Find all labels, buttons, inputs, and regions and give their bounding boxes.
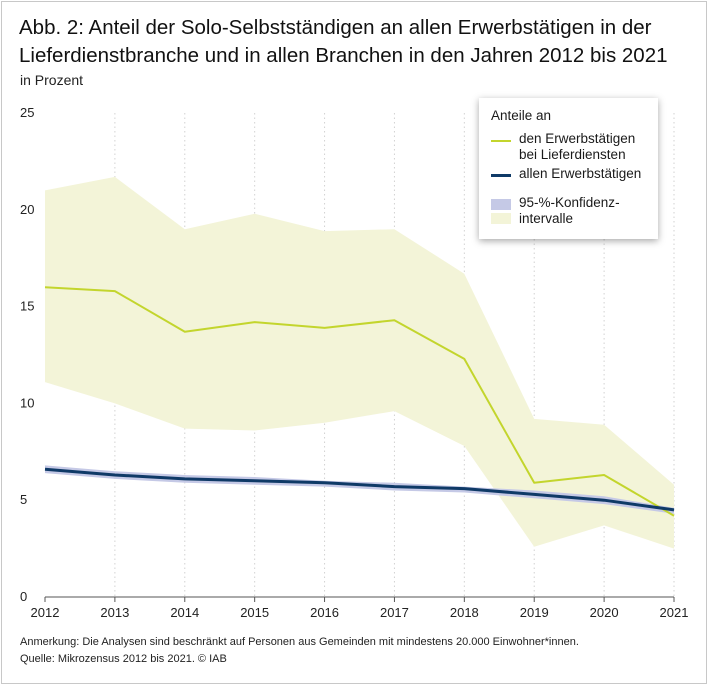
series-line-delivery [44,286,675,517]
x-tick-2012: 2012 [31,605,60,620]
legend-label-all: allen Erwerbstätigen [519,166,642,181]
x-tick-2014: 2014 [170,605,199,620]
legend-swatch-ci [491,199,511,224]
y-tick-25: 25 [20,105,34,120]
footnote: Anmerkung: Die Analysen sind beschränkt … [20,634,579,668]
series-line-all [44,467,675,512]
x-tick-2019: 2019 [520,605,549,620]
axes: 0 5 10 15 20 25 2012 2013 2014 2015 2016 2017 2018 20… [20,105,688,620]
footnote-source: Quelle: Mikrozensus 2012 bis 2021. © IAB [20,653,227,665]
legend-item-delivery: den Erwerbstätigen bei Lieferdiensten [491,131,654,163]
y-tick-0: 0 [20,589,27,604]
x-tick-2021: 2021 [660,605,689,620]
y-unit-label: in Prozent [20,72,84,88]
x-tick-2016: 2016 [310,605,339,620]
confidence-bands [45,176,674,549]
footnote-note: Anmerkung: Die Analysen sind beschränkt … [20,636,579,648]
ci-band-all [45,465,674,514]
legend-swatch-ci-all [491,199,511,210]
series-lines [44,286,675,517]
x-tick-2013: 2013 [100,605,129,620]
chart-title: Abb. 2: Anteil der Solo-Selbstständigen … [19,16,668,67]
x-tick-2017: 2017 [380,605,409,620]
legend-swatch-all [491,174,511,177]
y-tick-5: 5 [20,492,27,507]
x-tick-2020: 2020 [590,605,619,620]
y-tick-20: 20 [20,202,34,217]
legend-swatch-ci-delivery [491,213,511,224]
legend-label-ci: 95-%-Konfidenz­intervalle [519,195,620,226]
legend-item-all: allen Erwerbstätigen [491,166,654,182]
ci-band-delivery [45,176,674,549]
y-tick-10: 10 [20,395,34,410]
y-tick-15: 15 [20,299,34,314]
legend-title: Anteile an [491,108,552,123]
legend-label-delivery: den Erwerbstätigen bei Lieferdiensten [519,131,636,162]
chart-legend: Anteile an den Erwerbstätigen bei Liefer… [479,98,658,239]
legend-swatch-delivery [491,140,511,142]
x-tick-2015: 2015 [240,605,269,620]
x-tick-2018: 2018 [450,605,479,620]
legend-item-ci: 95-%-Konfidenz­intervalle [491,195,654,227]
